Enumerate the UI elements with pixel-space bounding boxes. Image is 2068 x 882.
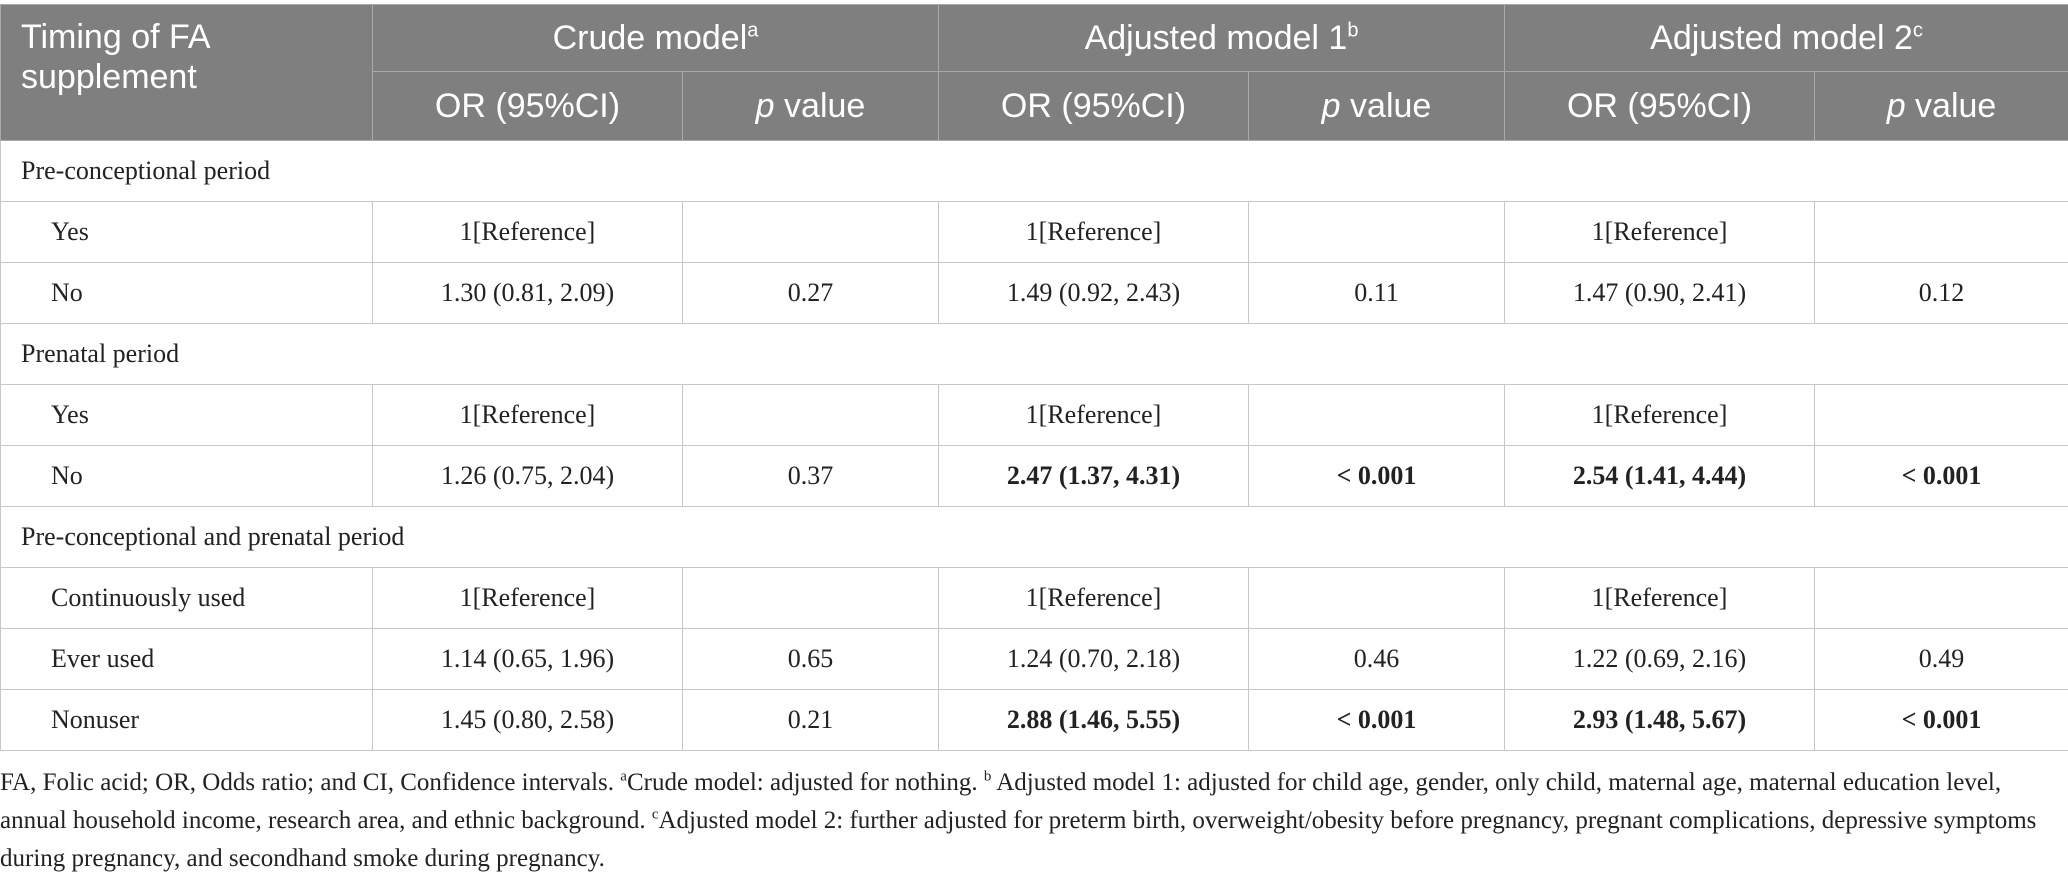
or-cell: 1.47 (0.90, 2.41): [1504, 262, 1816, 324]
results-table: Timing of FA supplement Crude modela Adj…: [0, 4, 2068, 751]
or-cell: 1[Reference]: [372, 201, 683, 263]
p-value-cell: [682, 384, 939, 446]
or-cell: 1[Reference]: [1504, 201, 1816, 263]
header-or-crude: OR (95%CI): [372, 71, 683, 141]
or-cell: 1[Reference]: [372, 567, 683, 629]
p-value-cell: 0.27: [682, 262, 939, 324]
p-value-cell: 0.37: [682, 445, 939, 507]
table-footnote: FA, Folic acid; OR, Odds ratio; and CI, …: [0, 768, 2037, 872]
or-cell: 1[Reference]: [1504, 384, 1816, 446]
header-p-crude: p value: [682, 71, 939, 141]
p-value-cell: 0.21: [682, 689, 939, 751]
p-value-cell: < 0.001: [1814, 445, 2068, 507]
section-row: Pre-conceptional and prenatal period: [0, 506, 2068, 568]
table-row: Nonuser 1.45 (0.80, 2.58) 0.21 2.88 (1.46, …: [0, 689, 2068, 751]
table-row: Yes 1[Reference] 1[Reference] 1[Reference]: [0, 384, 2068, 446]
or-cell: 1[Reference]: [938, 384, 1249, 446]
table-row: Ever used 1.14 (0.65, 1.96) 0.65 1.24 (0.70…: [0, 628, 2068, 690]
or-cell: 2.93 (1.48, 5.67): [1504, 689, 1816, 751]
table-row: Yes 1[Reference] 1[Reference] 1[Reference]: [0, 201, 2068, 263]
header-adjusted-model-1: Adjusted model 1b: [937, 4, 1506, 72]
row-label: Ever used: [0, 628, 373, 690]
p-value-cell: [1814, 201, 2068, 263]
or-cell: 2.88 (1.46, 5.55): [938, 689, 1249, 751]
row-label: Continuously used: [0, 567, 373, 629]
header-p-adj2: p value: [1814, 71, 2068, 141]
row-label: No: [0, 262, 373, 324]
header-or-adj2: OR (95%CI): [1504, 71, 1816, 141]
section-row: Pre-conceptional period: [0, 140, 2068, 202]
p-value-cell: 0.65: [682, 628, 939, 690]
p-value-cell: 0.12: [1814, 262, 2068, 324]
section-title: Pre-conceptional period: [0, 140, 2068, 202]
or-cell: 1[Reference]: [1504, 567, 1816, 629]
table-body: Pre-conceptional period Yes 1[Reference] 1[…: [0, 140, 2068, 751]
section-title: Pre-conceptional and prenatal period: [0, 506, 2068, 568]
or-cell: 1[Reference]: [938, 567, 1249, 629]
p-value-cell: 0.46: [1247, 628, 1506, 690]
p-value-cell: [1247, 201, 1506, 263]
p-value-cell: [1247, 567, 1506, 629]
p-value-cell: [682, 201, 939, 263]
row-label: Yes: [0, 384, 373, 446]
or-cell: 1[Reference]: [938, 201, 1249, 263]
header-timing: Timing of FA supplement: [0, 4, 373, 141]
header-crude-model: Crude modela: [372, 4, 939, 72]
p-value-cell: [682, 567, 939, 629]
row-label: Yes: [0, 201, 373, 263]
p-value-cell: < 0.001: [1247, 689, 1506, 751]
p-value-cell: < 0.001: [1814, 689, 2068, 751]
or-cell: 1.30 (0.81, 2.09): [372, 262, 683, 324]
or-cell: 1.22 (0.69, 2.16): [1504, 628, 1816, 690]
or-cell: 1.45 (0.80, 2.58): [372, 689, 683, 751]
or-cell: 2.54 (1.41, 4.44): [1504, 445, 1816, 507]
row-label: Nonuser: [0, 689, 373, 751]
header-or-adj1: OR (95%CI): [938, 71, 1249, 141]
section-row: Prenatal period: [0, 323, 2068, 385]
or-cell: 1.49 (0.92, 2.43): [938, 262, 1249, 324]
p-value-cell: [1814, 384, 2068, 446]
p-value-cell: 0.11: [1247, 262, 1506, 324]
section-title: Prenatal period: [0, 323, 2068, 385]
p-value-cell: [1247, 384, 1506, 446]
or-cell: 1[Reference]: [372, 384, 683, 446]
p-value-cell: 0.49: [1814, 628, 2068, 690]
or-cell: 1.24 (0.70, 2.18): [938, 628, 1249, 690]
row-label: No: [0, 445, 373, 507]
table-row: Continuously used 1[Reference] 1[Reference…: [0, 567, 2068, 629]
p-value-cell: [1814, 567, 2068, 629]
header-p-adj1: p value: [1247, 71, 1506, 141]
header-adjusted-model-2: Adjusted model 2c: [1504, 4, 2068, 72]
p-value-cell: < 0.001: [1247, 445, 1506, 507]
table-row: No 1.30 (0.81, 2.09) 0.27 1.49 (0.92, 2.43)…: [0, 262, 2068, 324]
or-cell: 1.26 (0.75, 2.04): [372, 445, 683, 507]
table-row: No 1.26 (0.75, 2.04) 0.37 2.47 (1.37, 4.31)…: [0, 445, 2068, 507]
or-cell: 2.47 (1.37, 4.31): [938, 445, 1249, 507]
or-cell: 1.14 (0.65, 1.96): [372, 628, 683, 690]
table-header: Timing of FA supplement Crude modela Adj…: [0, 4, 2068, 141]
